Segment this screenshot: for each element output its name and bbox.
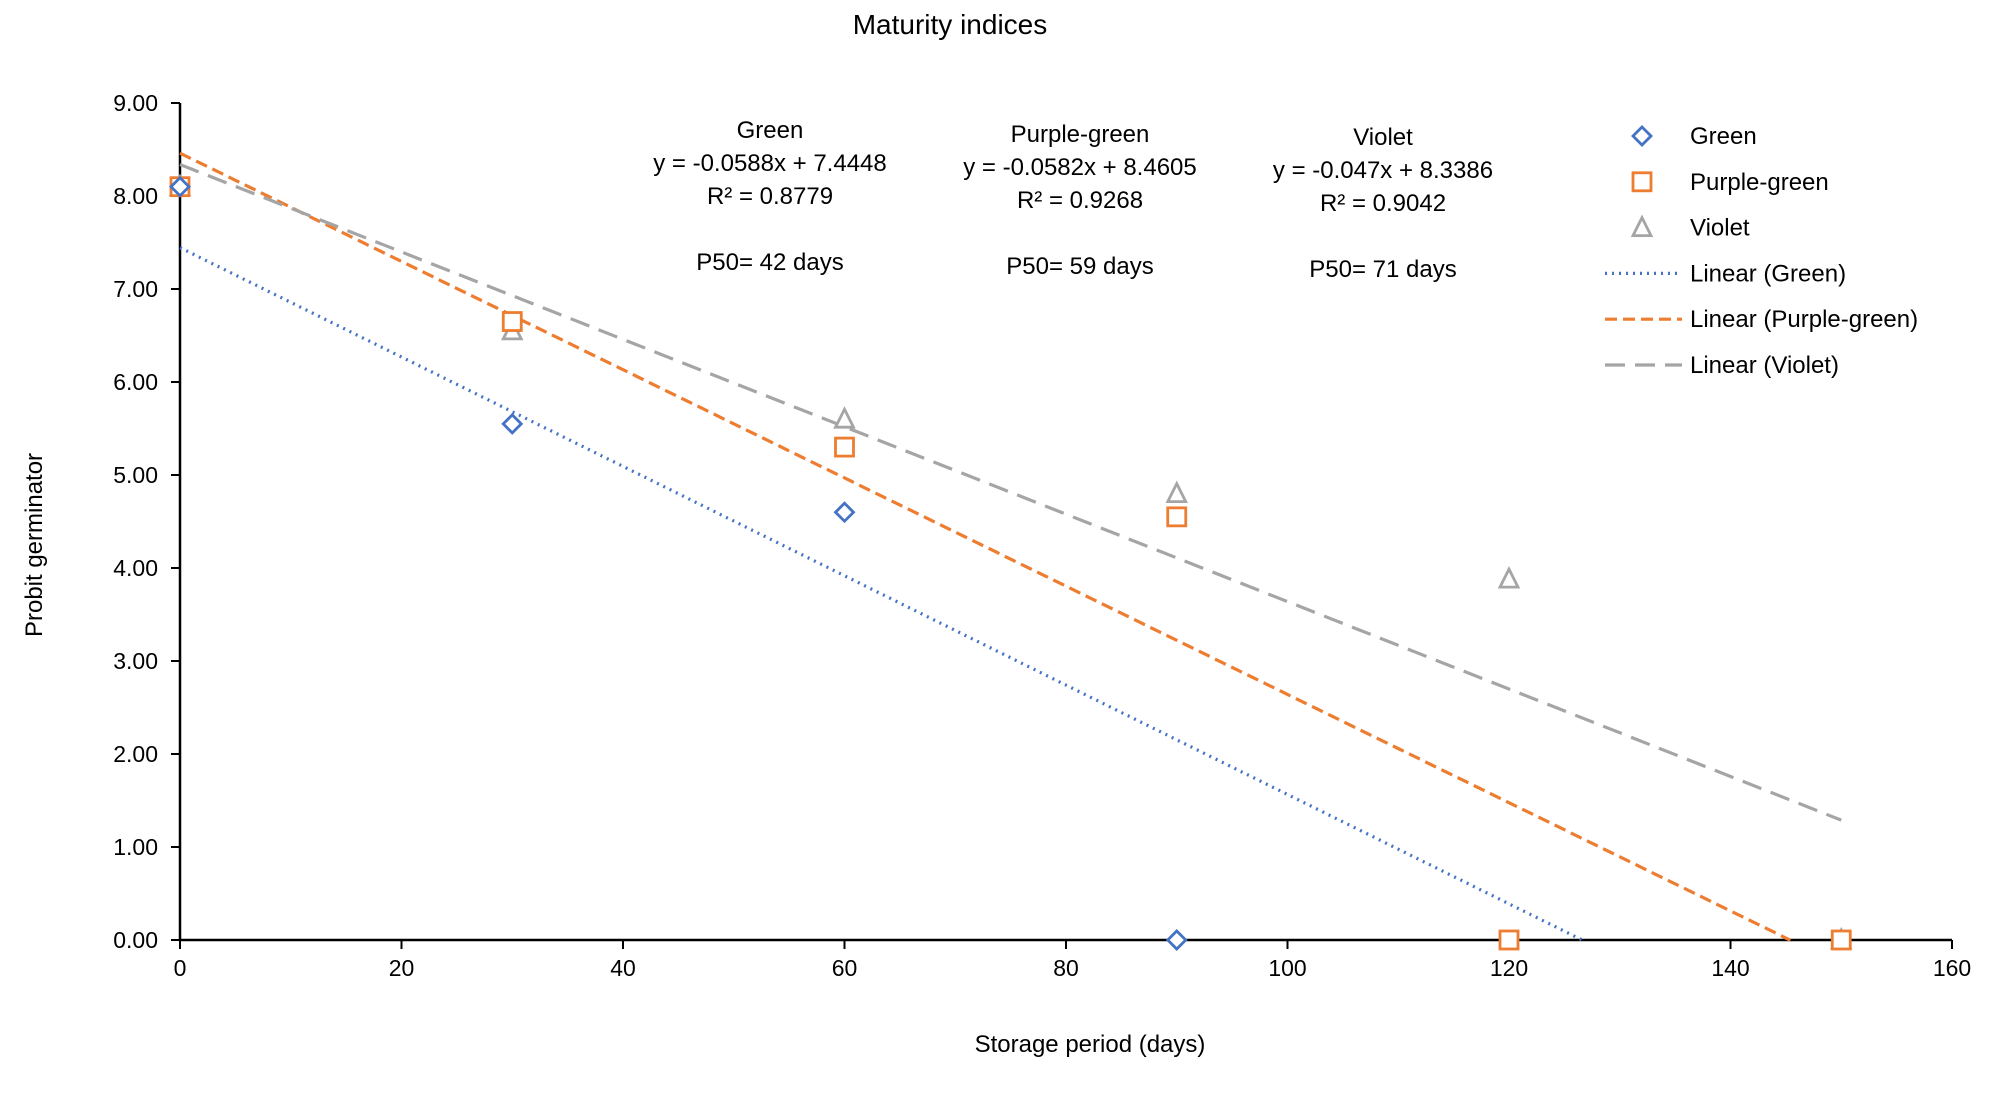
point-violet (1497, 566, 1521, 589)
trendline-linear-purple-green (179, 151, 1792, 942)
trendlines (179, 151, 1842, 942)
equation-annotations: Green y = -0.0588x + 7.4448 R² = 0.8779 P50… (653, 117, 1493, 283)
y-tick-label: 8.00 (113, 183, 158, 209)
y-axis-title: Probit germinator (21, 453, 48, 637)
annotation-line: y = -0.047x + 8.3386 (1273, 157, 1493, 184)
point-violet (1165, 480, 1189, 504)
y-tick-label: 7.00 (113, 276, 158, 302)
annotation-line: Violet (1353, 124, 1413, 151)
x-tick-label: 0 (174, 955, 187, 981)
y-tick-label: 0.00 (113, 927, 158, 953)
chart-title: Maturity indices (853, 9, 1048, 40)
y-tick-label: 6.00 (113, 369, 158, 395)
point-violet (833, 406, 856, 429)
trendline-linear-green (179, 246, 1583, 942)
y-tick-label: 3.00 (113, 648, 158, 674)
annotation-line: y = -0.0582x + 8.4605 (963, 154, 1197, 181)
legend-key-violet (1630, 214, 1654, 238)
point-green (169, 175, 191, 198)
data-points (168, 173, 1853, 951)
legend-label: Linear (Purple-green) (1690, 306, 1918, 333)
x-tick-label: 20 (389, 955, 415, 981)
x-tick-label: 60 (832, 955, 858, 981)
point-purple-green (1830, 929, 1852, 951)
x-tick-label: 140 (1711, 955, 1749, 981)
x-tick-label: 40 (610, 955, 636, 981)
y-tick-label: 1.00 (113, 834, 158, 860)
point-green (501, 412, 524, 435)
y-tick-label: 2.00 (113, 741, 158, 767)
y-tick-label: 4.00 (113, 555, 158, 581)
x-tick-label: 80 (1053, 955, 1079, 981)
legend-label: Violet (1690, 215, 1750, 242)
annotation-line: P50= 59 days (1006, 253, 1153, 280)
x-tick-label: 160 (1933, 955, 1971, 981)
x-tick-label: 120 (1490, 955, 1528, 981)
point-green (1165, 929, 1188, 951)
annotation-line: Purple-green (1011, 121, 1150, 148)
legend-label: Linear (Violet) (1690, 352, 1839, 379)
legend-key-purple-green (1631, 171, 1653, 193)
axes: 0.00 1.00 2.00 3.00 4.00 5.00 6.00 7.00 8.00 9.00… (113, 90, 1971, 981)
annotation-line: R² = 0.9268 (1017, 187, 1143, 214)
point-purple-green (1498, 929, 1520, 951)
legend-key-green (1631, 125, 1653, 147)
x-tick-label: 100 (1268, 955, 1306, 981)
y-tick-label: 9.00 (113, 90, 158, 116)
annotation-line: y = -0.0588x + 7.4448 (653, 150, 887, 177)
legend-label: Green (1690, 123, 1757, 150)
point-purple-green (834, 436, 855, 458)
point-purple-green (1166, 506, 1188, 528)
annotation-line: R² = 0.8779 (707, 183, 833, 210)
legend-label: Purple-green (1690, 169, 1829, 196)
legend: Green Purple-green Violet Linear (Green) Lin… (1605, 123, 1918, 379)
y-tick-label: 5.00 (113, 462, 158, 488)
trendline-linear-violet (179, 163, 1842, 822)
point-green (833, 501, 856, 524)
point-purple-green (501, 311, 523, 332)
annotation-line: Green (737, 117, 804, 144)
annotation-line: P50= 42 days (696, 249, 843, 276)
legend-label: Linear (Green) (1690, 260, 1846, 287)
annotation-line: R² = 0.9042 (1320, 190, 1446, 217)
annotation-line: P50= 71 days (1309, 256, 1456, 283)
x-axis-title: Storage period (days) (975, 1031, 1206, 1058)
